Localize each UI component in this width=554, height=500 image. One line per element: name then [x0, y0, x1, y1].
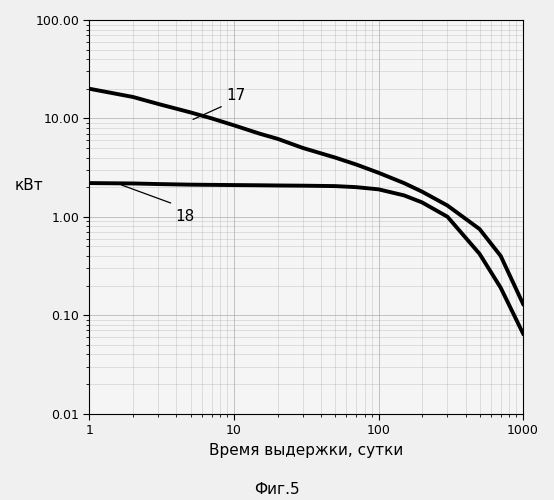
Text: кВт: кВт: [14, 178, 43, 193]
Text: 18: 18: [175, 209, 194, 224]
Text: 17: 17: [226, 88, 245, 102]
X-axis label: Время выдержки, сутки: Время выдержки, сутки: [209, 442, 403, 458]
Text: Фиг.5: Фиг.5: [254, 482, 300, 498]
